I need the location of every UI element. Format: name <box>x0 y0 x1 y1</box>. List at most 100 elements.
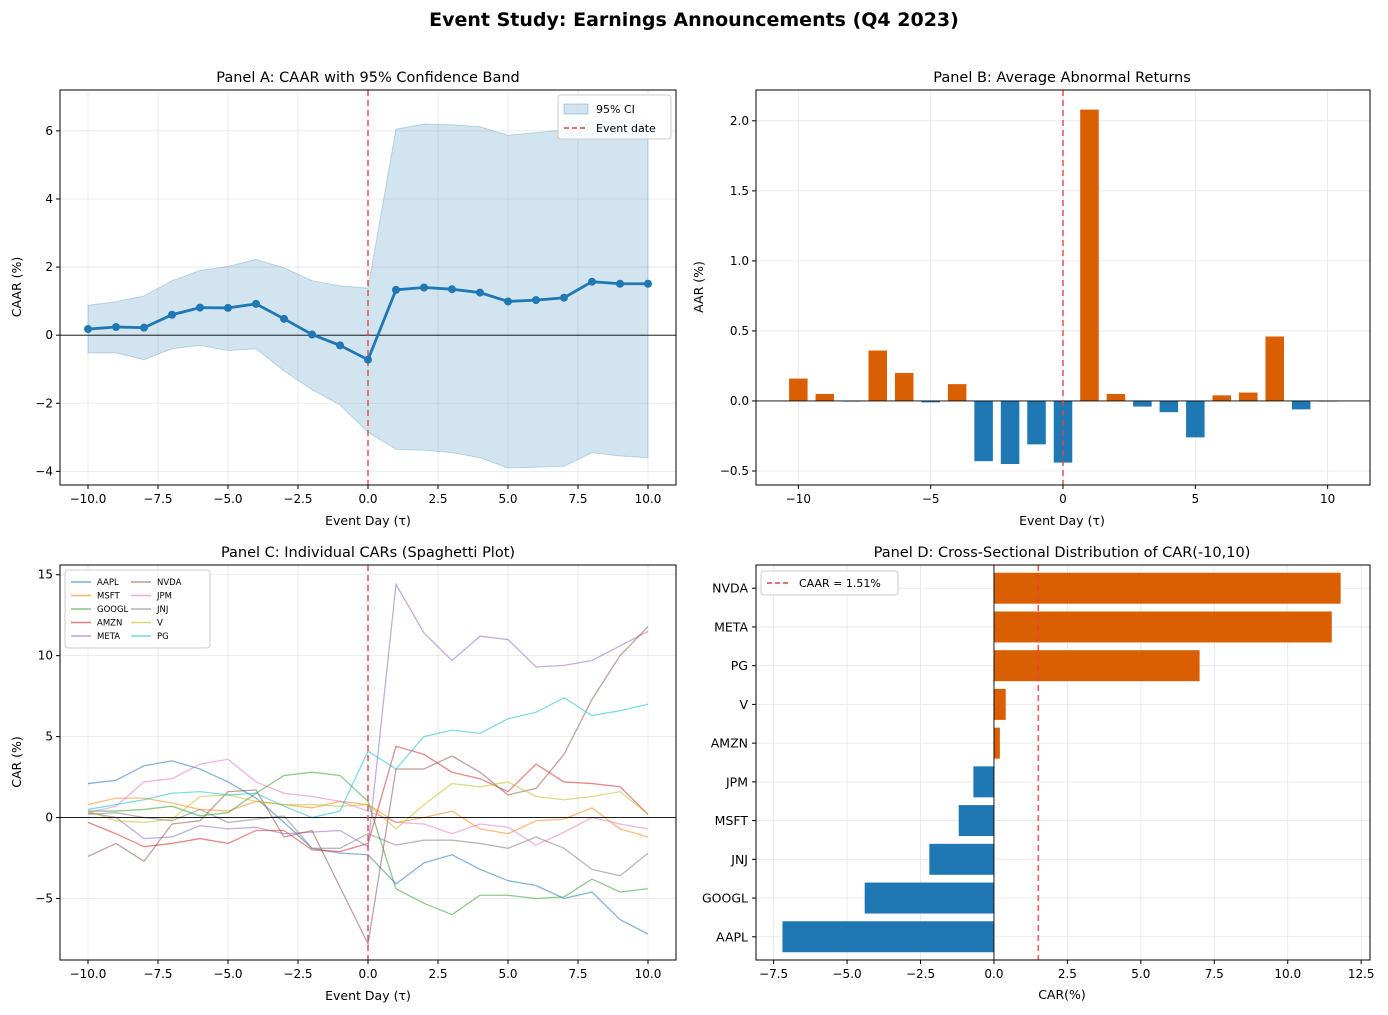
panel-c-title: Panel C: Individual CARs (Spaghetti Plot… <box>221 545 515 561</box>
aar-bar <box>1080 109 1099 401</box>
panel-c-ytick-label: 5 <box>45 730 53 744</box>
category-label-v: V <box>739 697 748 712</box>
aar-bar <box>868 350 888 401</box>
legend-label-jpm: JPM <box>156 592 172 602</box>
panel-c-xtick-label: −5.0 <box>213 967 242 981</box>
panel-b-ytick-label: 2.0 <box>730 114 749 128</box>
panel-b-frame <box>755 89 1371 486</box>
car-bar-aapl <box>782 921 994 953</box>
panel-d-frame <box>755 564 1371 961</box>
caar-point <box>616 279 624 288</box>
aar-bar <box>1159 400 1179 413</box>
panel-c: Panel C: Individual CARs (Spaghetti Plot… <box>9 545 677 1003</box>
car-line-v <box>87 781 649 830</box>
category-label-jnj: JNJ <box>730 852 748 867</box>
aar-bar <box>1106 393 1126 401</box>
panel-a-ytick-label: 2 <box>45 260 53 274</box>
legend-label-jnj: JNJ <box>156 605 168 615</box>
caar-point <box>336 341 344 350</box>
panel-d-xtick-label: 12.5 <box>1348 967 1375 981</box>
panel-a-ytick-label: −2 <box>35 396 53 410</box>
panel-b-xtick-label: 0 <box>1059 492 1067 506</box>
panel-a-xtick-label: 2.5 <box>428 492 447 506</box>
panel-a-xtick-label: −7.5 <box>143 492 172 506</box>
panel-b-ytick-label: 1.0 <box>730 254 749 268</box>
panel-b-xtick-label: −5 <box>922 492 940 506</box>
legend-band-label: 95% CI <box>596 103 635 116</box>
panel-d: Panel D: Cross-Sectional Distribution of… <box>702 545 1375 1002</box>
figure-title: Event Study: Earnings Announcements (Q4 … <box>429 9 959 31</box>
legend-label-aapl: AAPL <box>97 578 119 588</box>
category-label-jpm: JPM <box>725 774 748 789</box>
panel-d-xtick-label: 0.0 <box>984 967 1003 981</box>
aar-bar <box>815 393 835 401</box>
aar-bar <box>1238 392 1258 401</box>
legend-label-msft: MSFT <box>97 592 120 602</box>
car-bar-googl <box>864 882 994 914</box>
car-bar-v <box>993 688 1006 720</box>
panel-b-ytick-label: 0.0 <box>730 394 749 408</box>
panel-d-xtick-label: 5.0 <box>1131 967 1150 981</box>
caar-point <box>252 299 260 308</box>
caar-point <box>168 310 176 319</box>
legend-box <box>557 94 672 140</box>
panel-b-xlabel: Event Day (τ) <box>1019 513 1105 528</box>
aar-bar <box>1186 400 1205 438</box>
aar-bar <box>1212 395 1232 401</box>
panel-b-ytick-label: −0.5 <box>720 464 749 478</box>
panel-b-xtick-label: 10 <box>1320 492 1335 506</box>
panel-a-ytick-label: 6 <box>45 124 53 138</box>
aar-bar <box>789 378 808 401</box>
caar-point <box>476 288 484 297</box>
panel-b: Panel B: Average Abnormal Returns Event … <box>691 70 1371 528</box>
panel-c-frame <box>59 564 677 961</box>
car-bar-meta <box>993 611 1332 643</box>
aar-bar <box>921 400 940 403</box>
panel-b-xtick-label: 5 <box>1192 492 1200 506</box>
panel-c-xtick-label: −10.0 <box>70 967 107 981</box>
panel-a-xtick-label: 10.0 <box>635 492 662 506</box>
category-label-googl: GOOGL <box>702 891 748 906</box>
panel-c-xtick-label: 10.0 <box>635 967 662 981</box>
car-line-jnj <box>87 808 649 877</box>
caar-point <box>420 283 428 292</box>
caar-point <box>196 303 204 312</box>
category-label-nvda: NVDA <box>712 581 748 596</box>
category-label-amzn: AMZN <box>711 736 748 751</box>
panel-a-xlabel: Event Day (τ) <box>325 513 411 528</box>
caar-point <box>392 285 400 294</box>
panel-d-title: Panel D: Cross-Sectional Distribution of… <box>874 545 1251 561</box>
panel-c-ytick-label: 15 <box>38 568 53 582</box>
aar-bar <box>1291 400 1311 410</box>
aar-bar <box>1000 400 1020 464</box>
car-line-aapl <box>87 760 649 935</box>
caar-point <box>504 297 512 306</box>
aar-bar <box>1133 400 1152 407</box>
car-bar-pg <box>993 650 1200 682</box>
caar-point <box>448 285 456 294</box>
car-line-jpm <box>87 758 649 846</box>
caar-point <box>308 330 316 339</box>
aar-bar <box>974 400 993 462</box>
panel-b-ylabel: AAR (%) <box>691 261 706 313</box>
panel-c-xtick-label: −2.5 <box>283 967 312 981</box>
legend-event-label: Event date <box>596 122 656 135</box>
caar-point <box>588 277 596 286</box>
panel-d-xtick-label: −7.5 <box>759 967 788 981</box>
panel-a-ytick-label: −4 <box>35 464 53 478</box>
category-label-pg: PG <box>731 658 748 673</box>
panel-c-ytick-label: 0 <box>45 811 53 825</box>
panel-a-xtick-label: −5.0 <box>213 492 242 506</box>
panel-a-xtick-label: 0.0 <box>358 492 377 506</box>
legend-band-swatch <box>563 103 589 115</box>
panel-a-ytick-label: 0 <box>45 328 53 342</box>
panel-b-title: Panel B: Average Abnormal Returns <box>933 70 1191 86</box>
car-bar-jnj <box>929 843 994 875</box>
category-label-msft: MSFT <box>715 813 749 828</box>
aar-bar <box>1265 336 1284 401</box>
panel-c-ytick-label: −5 <box>35 891 53 905</box>
panel-c-ylabel: CAR (%) <box>9 736 24 788</box>
panel-a-xtick-label: −2.5 <box>283 492 312 506</box>
legend-label-pg: PG <box>157 632 169 642</box>
panel-a-xtick-label: 7.5 <box>568 492 587 506</box>
